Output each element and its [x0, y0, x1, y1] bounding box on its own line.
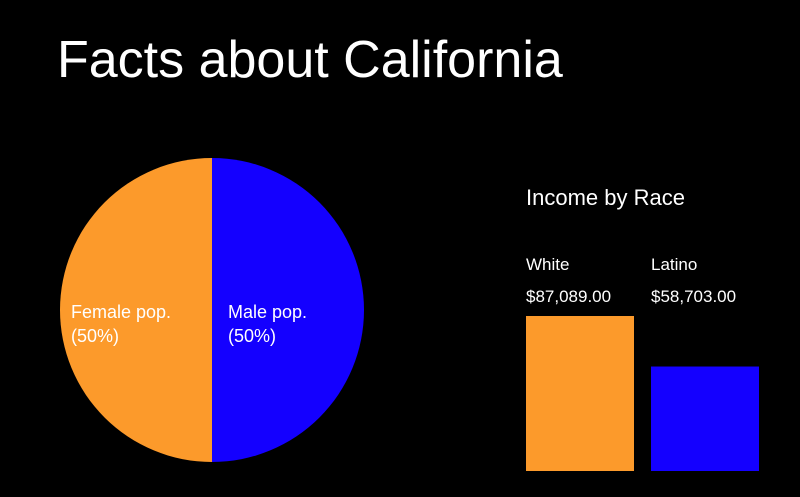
bar-category-label: White [526, 255, 569, 274]
bar-latino [651, 366, 759, 471]
bar-value-label: $87,089.00 [526, 287, 611, 306]
bar-category-label: Latino [651, 255, 697, 274]
bar-white [526, 316, 634, 471]
bar-chart-title: Income by Race [526, 185, 685, 210]
pie-label-female-percent: (50%) [71, 326, 120, 346]
pie-slice-female [60, 158, 212, 462]
pie-slice-male [212, 158, 364, 462]
bar-chart-svg: Income by Race White $87,089.00 Latino $58,7… [526, 185, 759, 471]
bar-value-label: $58,703.00 [651, 287, 736, 306]
pie-label-male: Male pop. (50%) [228, 300, 307, 348]
pie-chart-svg [60, 158, 364, 462]
pie-label-female: Female pop. (50%) [71, 300, 171, 348]
page-title: Facts about California [57, 31, 563, 89]
pie-label-male-percent: (50%) [228, 326, 277, 346]
pie-label-male-name: Male pop. [228, 302, 308, 322]
pie-label-female-name: Female pop. [71, 302, 172, 322]
